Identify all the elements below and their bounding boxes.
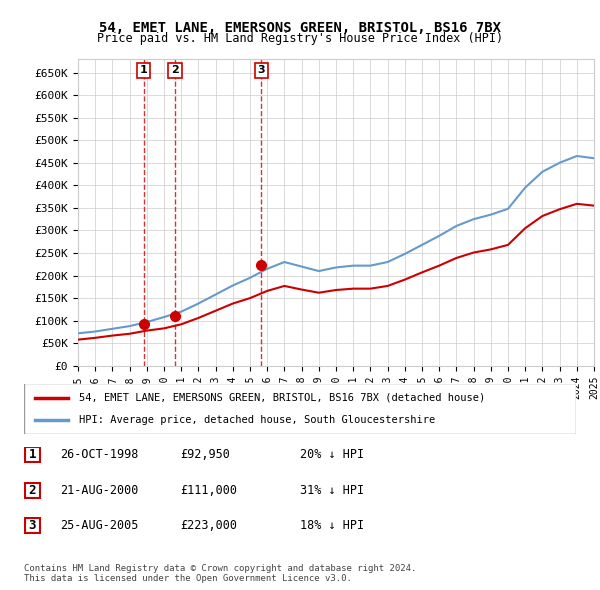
Text: £223,000: £223,000	[180, 519, 237, 532]
Text: 21-AUG-2000: 21-AUG-2000	[60, 484, 139, 497]
Text: Price paid vs. HM Land Registry's House Price Index (HPI): Price paid vs. HM Land Registry's House …	[97, 32, 503, 45]
Text: 54, EMET LANE, EMERSONS GREEN, BRISTOL, BS16 7BX (detached house): 54, EMET LANE, EMERSONS GREEN, BRISTOL, …	[79, 392, 485, 402]
Text: 2: 2	[29, 484, 36, 497]
Text: £111,000: £111,000	[180, 484, 237, 497]
Text: 2: 2	[171, 65, 179, 76]
Text: HPI: Average price, detached house, South Gloucestershire: HPI: Average price, detached house, Sout…	[79, 415, 436, 425]
FancyBboxPatch shape	[24, 384, 576, 434]
FancyBboxPatch shape	[25, 447, 40, 463]
Text: 18% ↓ HPI: 18% ↓ HPI	[300, 519, 364, 532]
Text: 25-AUG-2005: 25-AUG-2005	[60, 519, 139, 532]
Text: Contains HM Land Registry data © Crown copyright and database right 2024.
This d: Contains HM Land Registry data © Crown c…	[24, 563, 416, 583]
Text: 1: 1	[140, 65, 148, 76]
FancyBboxPatch shape	[25, 518, 40, 533]
Text: 26-OCT-1998: 26-OCT-1998	[60, 448, 139, 461]
Text: 1: 1	[29, 448, 36, 461]
Text: 20% ↓ HPI: 20% ↓ HPI	[300, 448, 364, 461]
Text: £92,950: £92,950	[180, 448, 230, 461]
Text: 3: 3	[29, 519, 36, 532]
Text: 54, EMET LANE, EMERSONS GREEN, BRISTOL, BS16 7BX: 54, EMET LANE, EMERSONS GREEN, BRISTOL, …	[99, 21, 501, 35]
Text: 3: 3	[257, 65, 265, 76]
Text: 31% ↓ HPI: 31% ↓ HPI	[300, 484, 364, 497]
FancyBboxPatch shape	[25, 483, 40, 498]
